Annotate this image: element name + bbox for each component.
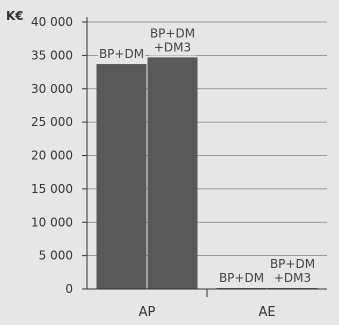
data-label-background: [148, 25, 197, 56]
y-tick-label: 20 000: [31, 149, 73, 163]
y-tick-label: 0: [65, 282, 73, 296]
data-label-background: [217, 270, 266, 287]
bar: [147, 57, 198, 289]
axes: [82, 17, 327, 297]
bars: [96, 57, 318, 290]
data-label-background: [97, 46, 146, 63]
y-tick-label: 10 000: [31, 215, 73, 229]
y-tick-label: 5 000: [39, 249, 73, 263]
x-category-label: AE: [258, 305, 275, 320]
y-tick-label: 15 000: [31, 182, 73, 196]
y-tick-label: 25 000: [31, 115, 73, 129]
y-tick-label: 30 000: [31, 82, 73, 96]
bar-data-label: BP+DM +DM3: [150, 26, 195, 54]
y-tick-label: 35 000: [31, 48, 73, 62]
labels: 0 5 000 10 000 15 000 20 000 25 000 30 000 35 0…: [31, 15, 317, 320]
bar-data-label: BP+DM +DM3: [270, 257, 315, 285]
x-category-label: AP: [139, 305, 156, 320]
bar: [96, 64, 147, 290]
y-tick-label: 40 000: [31, 15, 73, 29]
bar-data-label: BP+DM: [99, 47, 144, 61]
y-axis-unit-label: K€: [6, 9, 24, 23]
data-label-background: [268, 256, 317, 287]
bar-data-label: BP+DM: [219, 271, 264, 285]
